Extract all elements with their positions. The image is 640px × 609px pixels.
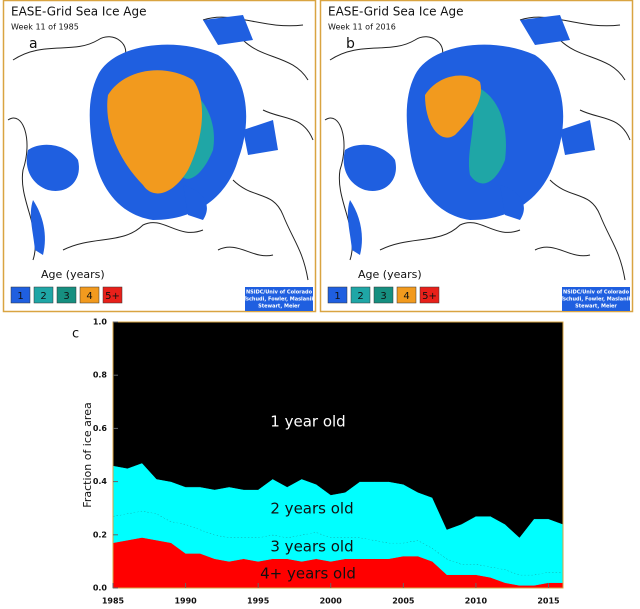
- credit-line: Stewart, Meier: [258, 304, 300, 310]
- panel-label: a: [29, 36, 38, 52]
- x-tick-label: 2015: [537, 597, 560, 606]
- multi-year-ice: [107, 70, 203, 194]
- map-subtitle: Week 11 of 2016: [328, 23, 396, 32]
- coastline: [217, 179, 309, 281]
- legend-label: 3: [63, 291, 69, 302]
- x-tick-label: 1985: [102, 597, 125, 606]
- legend-swatch: [10, 286, 31, 304]
- legend-label: 5+: [105, 291, 120, 302]
- legend-swatch: [350, 286, 371, 304]
- map-title: EASE-Grid Sea Ice Age: [11, 5, 146, 19]
- credit-line: NSIDC/Univ of Colorado: [563, 290, 630, 296]
- legend-swatch: [396, 286, 417, 304]
- map-title: EASE-Grid Sea Ice Age: [328, 5, 463, 19]
- credit-line: Tschudi, Fowler, Maslanik: [243, 297, 315, 303]
- panel-label: b: [346, 36, 355, 52]
- legend-label: 4: [403, 291, 409, 302]
- legend-label: 1: [17, 291, 23, 302]
- y-tick-label: 0.8: [93, 371, 108, 380]
- y-tick-label: 0.2: [93, 530, 107, 539]
- sea-ice: [500, 15, 595, 220]
- sea-ice: [343, 144, 396, 255]
- x-tick-label: 1990: [174, 597, 197, 606]
- sea-ice: [183, 15, 278, 220]
- credit-box: [245, 287, 313, 311]
- legend-title: Age (years): [41, 268, 105, 281]
- legend-label: 5+: [422, 291, 437, 302]
- legend-swatch: [79, 286, 100, 304]
- credit-box: [562, 287, 630, 311]
- coastline: [534, 179, 626, 281]
- y-tick-label: 0.4: [93, 477, 108, 486]
- x-tick-label: 2005: [392, 597, 415, 606]
- sea-ice: [26, 144, 79, 255]
- area-label: 3 years old: [270, 538, 353, 556]
- y-tick-label: 0.6: [93, 424, 108, 433]
- multi-year-ice: [468, 85, 506, 184]
- x-tick-label: 2000: [320, 597, 343, 606]
- credit-line: Stewart, Meier: [575, 304, 617, 310]
- area-label: 4+ years old: [260, 565, 356, 583]
- credit-line: Tschudi, Fowler, Maslanik: [560, 297, 632, 303]
- plot-frame: [112, 321, 564, 589]
- coastline: [559, 39, 631, 141]
- y-axis-title: Fraction of ice area: [81, 402, 94, 507]
- legend-swatch: [327, 286, 348, 304]
- legend-title: Age (years): [358, 268, 422, 281]
- legend-swatch: [373, 286, 394, 304]
- y-tick-label: 1.0: [93, 318, 108, 327]
- legend-label: 3: [380, 291, 386, 302]
- y-tick-label: 0.0: [93, 584, 108, 593]
- legend-label: 2: [357, 291, 363, 302]
- map-panel: EASE-Grid Sea Ice Age Week 11 of 2016 b Age…: [319, 0, 634, 313]
- legend-swatch: [419, 286, 440, 304]
- legend-swatch: [33, 286, 54, 304]
- x-tick-label: 1995: [247, 597, 270, 606]
- area-label: 1 year old: [270, 413, 345, 431]
- credit-line: NSIDC/Univ of Colorado: [246, 290, 313, 296]
- area-label: 2 years old: [270, 500, 353, 518]
- coastline: [329, 16, 621, 61]
- coastline: [242, 39, 314, 141]
- legend-swatch: [56, 286, 77, 304]
- legend-label: 4: [86, 291, 92, 302]
- map-subtitle: Week 11 of 1985: [11, 23, 79, 32]
- multi-year-ice: [425, 75, 481, 138]
- coastline: [12, 16, 304, 61]
- legend-label: 1: [334, 291, 340, 302]
- x-tick-label: 2010: [465, 597, 488, 606]
- panel-label: c: [72, 327, 79, 342]
- legend-swatch: [102, 286, 123, 304]
- legend-label: 2: [40, 291, 46, 302]
- map-panel: EASE-Grid Sea Ice Age Week 11 of 1985 a Age…: [2, 0, 317, 313]
